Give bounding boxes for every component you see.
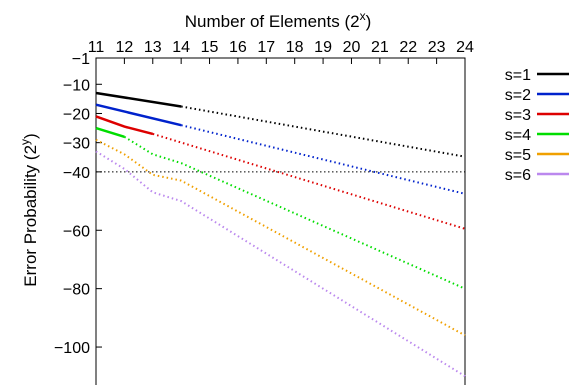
x-tick-label: 22 (399, 39, 417, 56)
y-axis-title-close: ) (21, 133, 40, 139)
legend-label-s6: s=6 (505, 167, 531, 184)
x-tick-label: 17 (257, 39, 275, 56)
x-tick-label: 15 (201, 39, 219, 56)
x-tick-label: 20 (343, 39, 361, 56)
y-tick-label: −40 (63, 165, 90, 182)
legend-label-s4: s=4 (505, 127, 531, 144)
x-tick-label: 23 (428, 39, 446, 56)
series-line-dotted-s2 (180, 124, 466, 195)
y-tick-label: −60 (63, 223, 90, 240)
x-tick-label: 11 (88, 39, 105, 56)
series-line-solid-s4 (95, 126, 125, 138)
legend-label-s3: s=3 (505, 107, 531, 124)
x-tick-label: 19 (314, 39, 332, 56)
y-tick-label: −20 (63, 106, 90, 123)
x-axis-title-superscript: x (360, 9, 366, 23)
plot-frame (95, 57, 466, 385)
x-axis-title: Number of Elements (2x) (185, 9, 371, 31)
y-tick-label: −30 (63, 136, 90, 153)
series-line-dotted-s3 (152, 132, 466, 230)
series-line-solid-s3 (95, 115, 154, 136)
series-line-dotted-s5 (95, 138, 466, 337)
series-line-solid-s1 (95, 91, 182, 108)
legend-label-s1: s=1 (505, 67, 531, 84)
series-line-solid-s2 (95, 103, 182, 127)
series-line-dotted-s6 (95, 150, 466, 378)
y-axis-title-text: Error Probability (2 (21, 145, 40, 287)
y-tick-label: −100 (54, 340, 90, 357)
x-tick-label: 12 (115, 39, 133, 56)
x-tick-label: 21 (371, 39, 389, 56)
y-axis-title: Error Probability (2y) (18, 133, 40, 286)
legend-label-s5: s=5 (505, 147, 531, 164)
x-tick-label: 24 (456, 39, 474, 56)
x-tick-label: 14 (172, 39, 190, 56)
series-line-dotted-s4 (123, 135, 466, 290)
series-line-dotted-s1 (181, 105, 466, 158)
y-tick-label: −1 (72, 51, 90, 68)
plot-area: 11 12 13 14 15 16 17 18 19 20 21 22 23 24 −1 −10 −20 −30 −… (54, 39, 474, 385)
legend-label-s2: s=2 (505, 87, 531, 104)
x-tick-label: 16 (229, 39, 247, 56)
legend: s=1 s=2 s=3 s=4 s=5 s=6 (505, 67, 569, 184)
x-axis-title-close: ) (366, 12, 372, 31)
y-axis-title-superscript: y (18, 139, 32, 145)
y-tick-label: −80 (63, 282, 90, 299)
x-axis-title-text: Number of Elements (2 (185, 12, 360, 31)
x-tick-label: 13 (144, 39, 162, 56)
x-tick-label: 18 (286, 39, 304, 56)
y-tick-label: −10 (63, 77, 90, 94)
